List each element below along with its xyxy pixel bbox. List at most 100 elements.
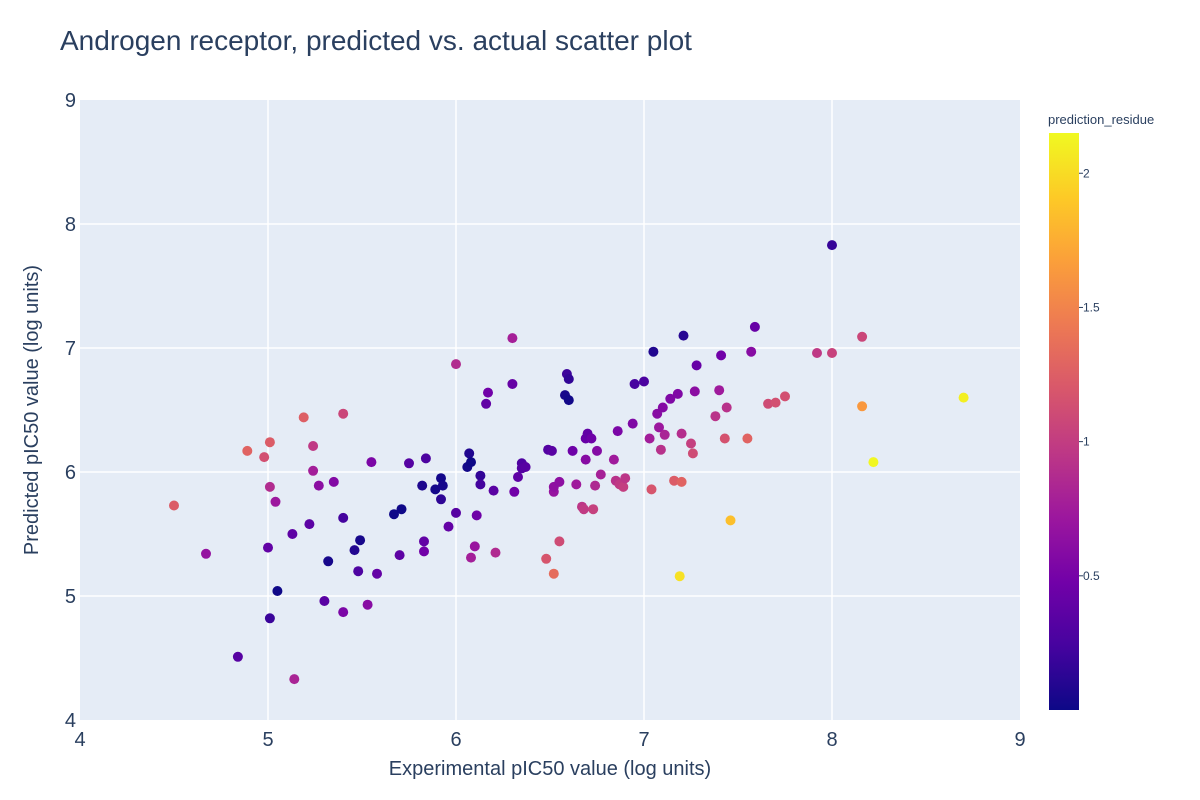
scatter-point: [362, 599, 373, 610]
scatter-point: [338, 607, 349, 618]
scatter-point: [304, 519, 315, 530]
scatter-point: [691, 360, 702, 371]
scatter-point: [710, 411, 721, 422]
scatter-point: [437, 480, 448, 491]
scatter-point: [627, 418, 638, 429]
scatter-point: [349, 545, 360, 556]
scatter-point: [396, 504, 407, 515]
chart-title: Androgen receptor, predicted vs. actual …: [60, 25, 692, 56]
scatter-point: [595, 469, 606, 480]
scatter-point: [308, 465, 319, 476]
scatter-point: [665, 393, 676, 404]
scatter-point: [689, 386, 700, 397]
scatter-point: [353, 566, 364, 577]
x-axis-ticks: 4 5 6 7 8 9: [74, 729, 1025, 751]
x-tick-label: 9: [1014, 729, 1025, 751]
scatter-point: [419, 546, 429, 557]
scatter-point: [669, 475, 680, 486]
scatter-point: [507, 333, 518, 344]
scatter-point: [419, 536, 429, 547]
scatter-point: [763, 398, 774, 409]
scatter-point: [857, 331, 868, 342]
scatter-point: [466, 457, 476, 468]
scatter-point: [372, 568, 382, 579]
scatter-point: [620, 473, 631, 484]
colorbar-tick-label: 0.5: [1083, 569, 1100, 583]
y-axis-title: Predicted pIC50 value (log units): [21, 265, 43, 555]
y-tick-label: 7: [65, 338, 76, 360]
scatter-point: [264, 613, 275, 624]
scatter-point: [328, 476, 339, 487]
y-axis-ticks: 4 5 6 7 8 9: [65, 90, 76, 732]
scatter-point: [714, 385, 725, 396]
scatter-point: [436, 494, 446, 505]
scatter-point: [475, 470, 486, 481]
scatter-point: [259, 452, 270, 463]
y-tick-label: 5: [65, 586, 76, 608]
scatter-point: [958, 392, 969, 403]
scatter-point: [749, 321, 760, 332]
scatter-point: [323, 556, 334, 567]
scatter-point: [394, 550, 405, 561]
colorbar-tick-label: 1.5: [1083, 300, 1100, 314]
x-tick-label: 8: [826, 729, 837, 751]
scatter-point: [201, 548, 211, 559]
scatter-point: [588, 504, 599, 515]
scatter-point: [272, 586, 283, 596]
scatter-point: [648, 346, 659, 357]
scatter-point: [639, 376, 649, 387]
scatter-point: [464, 448, 475, 459]
scatter-point: [590, 480, 601, 491]
scatter-point: [719, 433, 730, 444]
scatter-point: [541, 553, 552, 564]
scatter-point: [469, 541, 480, 552]
scatter-point: [657, 402, 668, 413]
scatter-point: [389, 509, 399, 520]
scatter-point: [654, 422, 664, 433]
scatter-point: [674, 571, 685, 582]
scatter-point: [554, 536, 565, 547]
scatter-point: [586, 433, 597, 444]
y-tick-label: 4: [65, 710, 76, 732]
scatter-point: [644, 433, 655, 444]
scatter-point: [232, 651, 243, 662]
scatter-point: [612, 426, 623, 437]
scatter-point: [509, 486, 520, 497]
scatter-point: [263, 542, 273, 553]
scatter-point: [659, 429, 670, 440]
scatter-point: [451, 507, 461, 518]
scatter-point: [554, 476, 565, 487]
scatter-point: [481, 398, 492, 409]
scatter-point: [546, 445, 557, 456]
y-tick-label: 8: [65, 214, 76, 236]
scatter-point: [338, 408, 349, 419]
scatter-point: [618, 481, 629, 492]
scatter-point: [571, 479, 582, 490]
scatter-point: [629, 379, 640, 389]
scatter-point: [289, 674, 300, 685]
scatter-point: [608, 454, 619, 465]
scatter-point: [490, 547, 501, 558]
gridlines: [80, 100, 1020, 720]
scatter-point: [466, 552, 476, 563]
scatter-point: [721, 402, 732, 413]
x-tick-label: 7: [638, 729, 649, 751]
scatter-point: [520, 462, 531, 472]
scatter-point: [475, 479, 486, 490]
scatter-point: [298, 412, 309, 423]
x-tick-label: 5: [262, 729, 273, 751]
scatter-point: [567, 445, 578, 456]
scatter-point: [687, 448, 698, 459]
scatter-point: [672, 388, 683, 399]
scatter-point: [548, 568, 559, 579]
scatter-point: [488, 485, 499, 496]
scatter-point: [827, 240, 837, 251]
scatter-point: [678, 330, 689, 341]
y-tick-label: 9: [65, 90, 76, 112]
scatter-point: [770, 397, 781, 408]
scatter-point: [404, 458, 414, 469]
colorbar-title: prediction_residue: [1048, 112, 1154, 127]
scatter-point: [578, 504, 589, 515]
y-tick-label: 6: [65, 462, 76, 484]
